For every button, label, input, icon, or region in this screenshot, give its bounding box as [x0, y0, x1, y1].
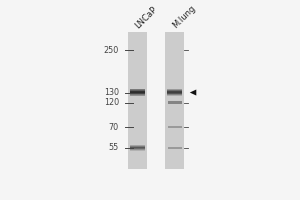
Bar [167, 89, 182, 90]
Bar [130, 92, 146, 93]
Bar [130, 95, 146, 96]
Text: 130: 130 [104, 88, 119, 97]
Bar [130, 146, 146, 147]
Bar [130, 149, 146, 150]
Bar [130, 148, 146, 149]
Bar [168, 101, 182, 104]
Bar [130, 90, 146, 91]
Text: 55: 55 [109, 143, 119, 152]
Bar [130, 91, 146, 92]
Text: LNCaP: LNCaP [134, 5, 159, 30]
Bar [167, 93, 182, 94]
Bar [130, 150, 146, 151]
Bar [130, 93, 146, 94]
Bar [130, 147, 146, 148]
Bar [130, 94, 146, 95]
Bar [167, 91, 182, 92]
Bar [165, 32, 184, 169]
Bar [168, 147, 182, 149]
Bar [128, 32, 147, 169]
Bar [167, 95, 182, 96]
Text: 120: 120 [104, 98, 119, 107]
Bar [167, 94, 182, 95]
Bar [130, 89, 146, 90]
Bar [130, 145, 146, 146]
Text: 70: 70 [109, 123, 119, 132]
Bar [168, 126, 182, 128]
Polygon shape [190, 90, 196, 96]
Text: 250: 250 [103, 46, 119, 55]
Bar [167, 90, 182, 91]
Bar [167, 92, 182, 93]
Text: M.lung: M.lung [171, 4, 197, 30]
